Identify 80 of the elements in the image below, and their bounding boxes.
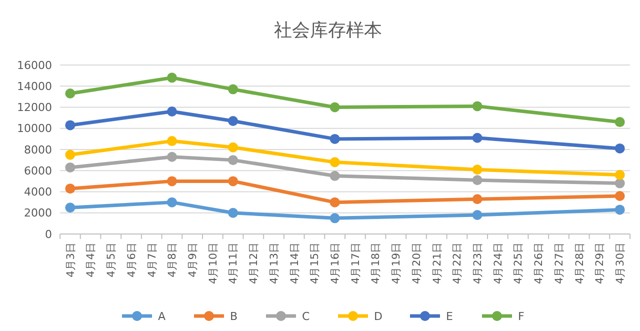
x-tick-label: 4月3日: [64, 242, 77, 278]
point: [228, 176, 238, 186]
point: [65, 88, 76, 99]
point: [472, 175, 482, 186]
point: [472, 210, 482, 220]
legend-label: F: [518, 310, 524, 323]
point: [228, 155, 238, 166]
point: [166, 72, 177, 83]
point: [166, 152, 177, 162]
point: [65, 162, 76, 172]
y-tick-label: 2000: [24, 206, 52, 220]
x-tick-label: 4月25日: [512, 242, 525, 284]
chart-title: 社会库存样本: [274, 20, 382, 41]
point: [614, 143, 625, 154]
x-tick-label: 4月9日: [186, 242, 199, 278]
point: [166, 197, 177, 208]
y-tick-label: 0: [45, 228, 52, 241]
x-tick-label: 4月14日: [288, 242, 301, 284]
point: [614, 190, 625, 201]
legend-label: A: [158, 310, 166, 323]
x-tick-label: 4月22日: [452, 242, 464, 284]
x-tick-label: 4月11日: [228, 242, 240, 284]
y-tick-label: 4000: [24, 186, 52, 199]
point: [614, 204, 625, 215]
x-tick-label: 4月28日: [574, 242, 586, 284]
y-tick-label: 6000: [24, 164, 52, 178]
legend-label: C: [302, 310, 310, 323]
x-tick-label: 4月12日: [248, 242, 260, 284]
point: [65, 120, 76, 130]
point: [228, 208, 238, 218]
x-tick-label: 4月7日: [146, 242, 158, 278]
y-tick-label: 8000: [24, 143, 52, 156]
x-tick-label: 4月29日: [594, 242, 606, 284]
point: [472, 101, 482, 112]
legend-label: D: [374, 310, 382, 323]
point: [614, 170, 625, 180]
point: [472, 194, 482, 204]
point: [614, 117, 625, 128]
point: [228, 142, 238, 152]
x-tick-label: 4月21日: [431, 242, 444, 284]
point: [228, 84, 238, 94]
x-tick-label: 4月24日: [492, 242, 504, 284]
point: [472, 164, 482, 175]
y-tick-label: 10000: [17, 122, 52, 136]
x-tick-label: 4月18日: [370, 242, 382, 284]
x-tick-label: 4月4日: [85, 242, 98, 278]
x-tick-label: 4月19日: [390, 242, 403, 284]
x-tick-label: 4月30日: [614, 242, 626, 284]
legend-label: E: [446, 310, 453, 323]
point: [166, 136, 177, 146]
x-tick-label: 4月23日: [472, 242, 484, 284]
point: [614, 178, 625, 188]
x-tick-label: 4月5日: [106, 242, 118, 278]
point: [330, 134, 340, 144]
point: [65, 184, 76, 194]
x-tick-label: 4月13日: [268, 242, 280, 284]
x-tick-label: 4月20日: [410, 242, 423, 284]
y-tick-label: 16000: [17, 58, 52, 72]
point: [330, 213, 340, 224]
point: [65, 202, 76, 213]
point: [330, 197, 340, 208]
legend-label: B: [230, 310, 238, 323]
x-tick-label: 4月27日: [553, 242, 566, 284]
x-tick-label: 4月15日: [309, 242, 322, 284]
point: [472, 132, 482, 143]
point: [166, 106, 177, 116]
x-tick-label: 4月8日: [166, 242, 179, 278]
x-tick-label: 4月6日: [126, 242, 138, 278]
point: [166, 176, 177, 186]
x-tick-label: 4月26日: [533, 242, 546, 284]
y-tick-label: 12000: [17, 101, 52, 114]
x-tick-label: 4月17日: [350, 242, 362, 284]
y-tick-label: 14000: [17, 80, 52, 93]
point: [330, 102, 340, 112]
point: [228, 116, 238, 126]
point: [65, 150, 76, 160]
x-tick-label: 4月10日: [207, 242, 220, 284]
point: [330, 170, 340, 181]
x-tick-label: 4月16日: [329, 242, 342, 284]
point: [330, 157, 340, 168]
